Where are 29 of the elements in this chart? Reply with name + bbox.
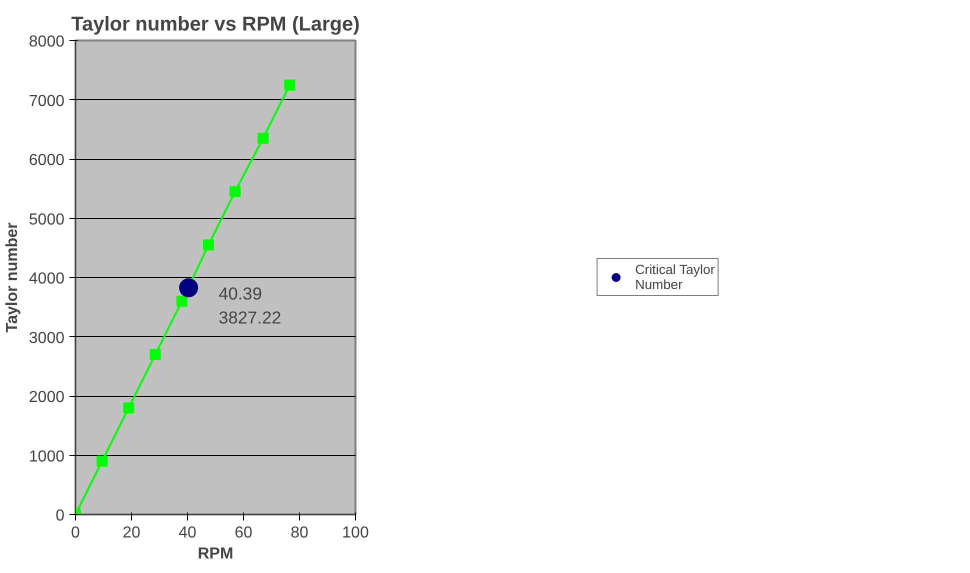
point <box>179 278 198 298</box>
y-tick-label: 5000 <box>28 211 65 228</box>
point <box>284 79 296 90</box>
y-tick-label: 6000 <box>28 152 65 169</box>
y-axis-title: Taylor number <box>4 222 21 332</box>
y-tick-label: 4000 <box>28 270 65 288</box>
x-tick-label: 20 <box>122 524 140 542</box>
y-tick-label: 7000 <box>28 92 65 110</box>
x-tick-label: 80 <box>290 524 308 542</box>
point <box>123 402 134 414</box>
point <box>258 132 269 144</box>
y-tick-label: 8000 <box>28 34 65 50</box>
y-tick-label: 0 <box>56 508 65 524</box>
chart-title: Taylor number vs RPM (Large) <box>71 14 360 36</box>
point <box>150 349 161 360</box>
point <box>176 296 188 307</box>
x-tick-label: 100 <box>342 524 369 542</box>
y-tick-label: 2000 <box>28 389 65 406</box>
x-axis-title: RPM <box>198 546 234 562</box>
x-tick-label: 60 <box>234 524 252 542</box>
x-tick-label: 40 <box>178 524 196 542</box>
y-tick-label: 3000 <box>28 330 65 347</box>
y-tick-label: 1000 <box>28 448 65 466</box>
legend-label: Critical Taylor Number <box>635 262 715 292</box>
point <box>230 186 241 198</box>
point <box>96 456 108 467</box>
annotation: 40.39 3827.22 <box>218 284 282 328</box>
x-tick-label: 0 <box>71 524 80 542</box>
point <box>203 239 214 250</box>
